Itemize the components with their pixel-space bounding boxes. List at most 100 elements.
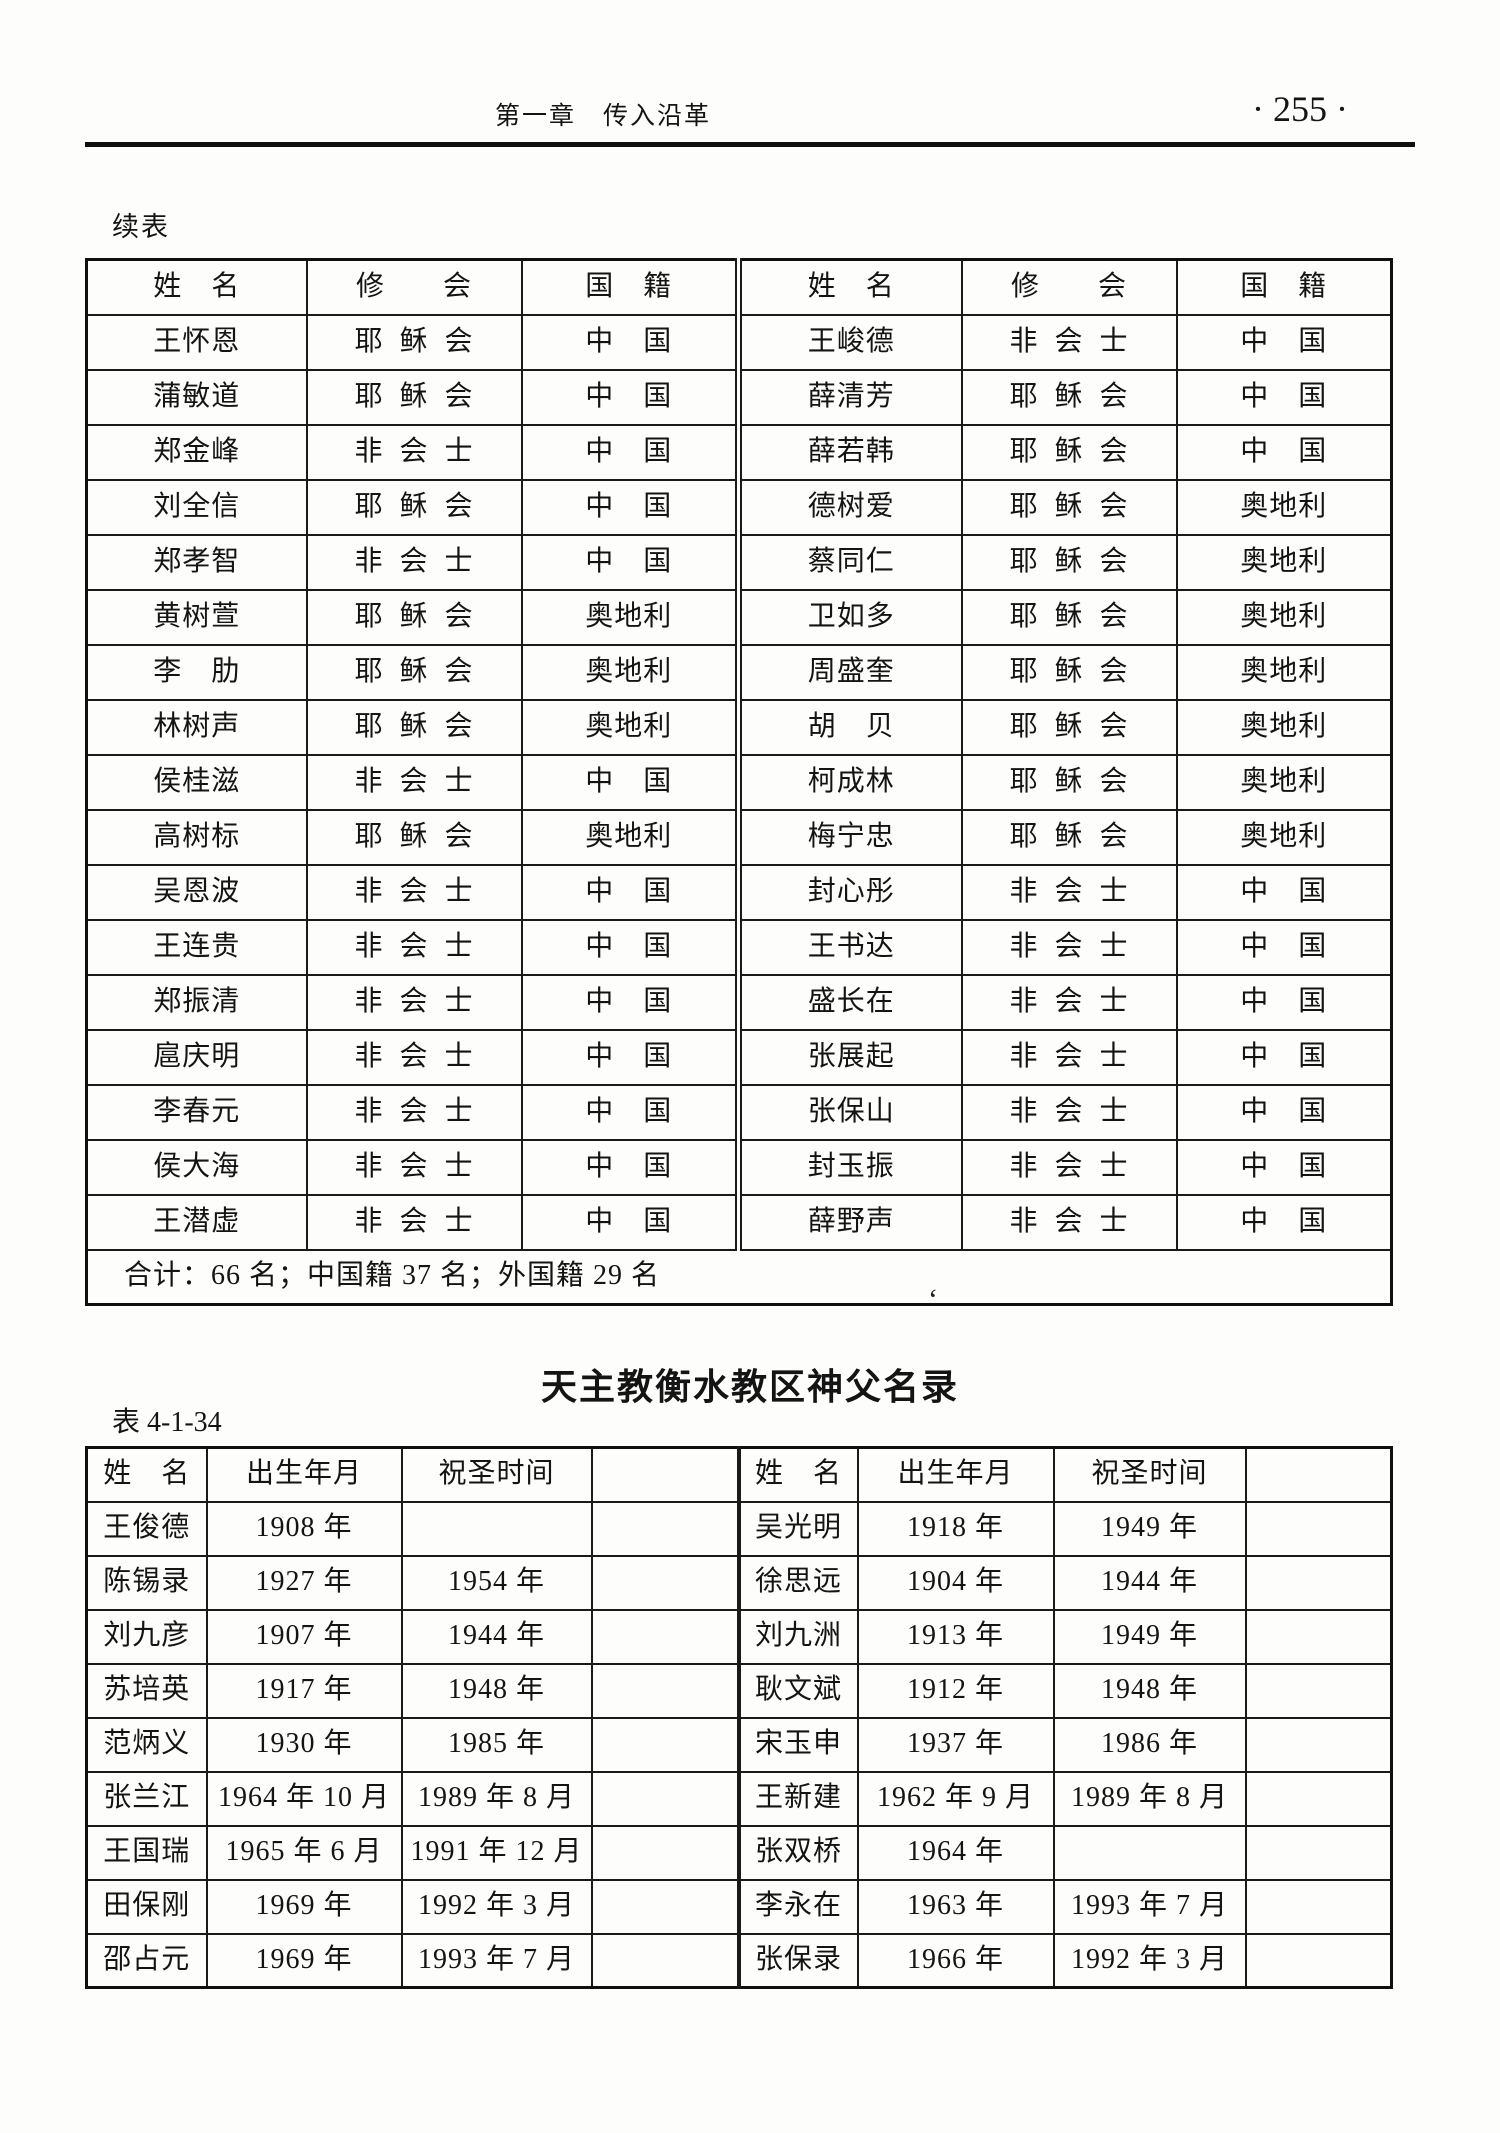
table1-summary-row: 合计：66 名；中国籍 37 名；外国籍 29 名: [85, 1248, 1393, 1306]
cell-birth: 1908 年: [205, 1500, 403, 1557]
cell-empty: [590, 1932, 740, 1989]
cell-nationality: 中 国: [520, 753, 740, 811]
cell-nationality: 奥地利: [520, 698, 740, 756]
table2-header-name-right: 姓 名: [736, 1446, 859, 1503]
cell-name: 卫如多: [735, 588, 963, 646]
table-row: 田保刚 1969 年 1992 年 3 月 李永在 1963 年 1993 年 7 月: [85, 1878, 1393, 1935]
cell-empty: [1244, 1554, 1393, 1611]
cell-ordained: [1052, 1824, 1247, 1881]
cell-name: 王新建: [736, 1770, 859, 1827]
cell-nationality: 中 国: [520, 423, 740, 481]
table-row: 王怀恩耶 稣 会中 国王峻德非 会 士中 国: [85, 313, 1393, 371]
cell-order: 非 会 士: [960, 918, 1178, 976]
cell-name: 田保刚: [85, 1878, 208, 1935]
cell-nationality: 中 国: [520, 1138, 740, 1196]
cell-name: 张双桥: [736, 1824, 859, 1881]
cell-nationality: 中 国: [520, 1083, 740, 1141]
cell-name: 梅宁忠: [735, 808, 963, 866]
cell-order: 非 会 士: [960, 863, 1178, 921]
cell-order: 非 会 士: [305, 753, 523, 811]
cell-birth: 1917 年: [205, 1662, 403, 1719]
cell-nationality: 奥地利: [1175, 643, 1393, 701]
table2-header-ordained-right: 祝圣时间: [1052, 1446, 1247, 1503]
cell-nationality: 中 国: [1175, 918, 1393, 976]
cell-name: 王国瑞: [85, 1824, 208, 1881]
table2-header-birth-left: 出生年月: [205, 1446, 403, 1503]
chapter-header: 第一章 传入沿革: [494, 103, 711, 130]
cell-birth: 1963 年: [856, 1878, 1055, 1935]
table2-header-name-left: 姓 名: [85, 1446, 208, 1503]
cell-order: 耶 稣 会: [960, 753, 1178, 811]
cell-nationality: 中 国: [1175, 1138, 1393, 1196]
cell-name: 张兰江: [85, 1770, 208, 1827]
cell-empty: [590, 1770, 740, 1827]
cell-order: 非 会 士: [305, 423, 523, 481]
cell-empty: [590, 1716, 740, 1773]
table-row: 范炳义 1930 年 1985 年 宋玉申 1937 年 1986 年: [85, 1716, 1393, 1773]
table-row: 李春元非 会 士中 国张保山非 会 士中 国: [85, 1083, 1393, 1141]
cell-name: 德树爱: [735, 478, 963, 536]
cell-name: 宋玉申: [736, 1716, 859, 1773]
cell-nationality: 中 国: [520, 313, 740, 371]
cell-nationality: 中 国: [1175, 313, 1393, 371]
cell-empty: [590, 1878, 740, 1935]
header-divider-rule: [85, 142, 1415, 147]
cell-empty: [1244, 1932, 1393, 1989]
cell-name: 刘九洲: [736, 1608, 859, 1665]
cell-nationality: 中 国: [520, 533, 740, 591]
cell-birth: 1904 年: [856, 1554, 1055, 1611]
cell-birth: 1965 年 6 月: [205, 1824, 403, 1881]
cell-nationality: 中 国: [520, 1193, 740, 1251]
cell-order: 非 会 士: [960, 973, 1178, 1031]
cell-nationality: 奥地利: [1175, 588, 1393, 646]
cell-name: 陈锡录: [85, 1554, 208, 1611]
cell-empty: [1244, 1500, 1393, 1557]
cell-order: 耶 稣 会: [960, 368, 1178, 426]
table1-header-order-right: 修 会: [960, 258, 1178, 316]
cell-order: 耶 稣 会: [305, 313, 523, 371]
table2-header-birth-right: 出生年月: [856, 1446, 1055, 1503]
table-row: 王连贵非 会 士中 国王书达非 会 士中 国: [85, 918, 1393, 976]
cell-nationality: 中 国: [1175, 863, 1393, 921]
cell-birth: 1969 年: [205, 1878, 403, 1935]
cell-nationality: 中 国: [520, 478, 740, 536]
cell-order: 非 会 士: [960, 1028, 1178, 1086]
cell-ordained: 1992 年 3 月: [400, 1878, 593, 1935]
table1-header-order-left: 修 会: [305, 258, 523, 316]
cell-name: 封玉振: [735, 1138, 963, 1196]
cell-empty: [1244, 1824, 1393, 1881]
cell-name: 胡 贝: [735, 698, 963, 756]
cell-name: 周盛奎: [735, 643, 963, 701]
cell-name: 黄树萱: [85, 588, 308, 646]
cell-name: 王俊德: [85, 1500, 208, 1557]
cell-nationality: 中 国: [1175, 973, 1393, 1031]
cell-name: 张展起: [735, 1028, 963, 1086]
cell-birth: 1937 年: [856, 1716, 1055, 1773]
cell-birth: 1962 年 9 月: [856, 1770, 1055, 1827]
cell-order: 非 会 士: [960, 313, 1178, 371]
cell-ordained: [400, 1500, 593, 1557]
cell-ordained: 1948 年: [400, 1662, 593, 1719]
cell-ordained: 1991 年 12 月: [400, 1824, 593, 1881]
table1-continued-label: 续表: [112, 212, 170, 242]
table-row: 蒲敏道耶 稣 会中 国薛清芳耶 稣 会中 国: [85, 368, 1393, 426]
cell-name: 吴恩波: [85, 863, 308, 921]
cell-order: 耶 稣 会: [305, 698, 523, 756]
cell-name: 郑金峰: [85, 423, 308, 481]
cell-name: 蒲敏道: [85, 368, 308, 426]
table-row: 黄树萱耶 稣 会奥地利 卫如多耶 稣 会奥地利: [85, 588, 1393, 646]
cell-order: 非 会 士: [305, 1028, 523, 1086]
cell-empty: [590, 1662, 740, 1719]
table1-header-name-right: 姓 名: [735, 258, 963, 316]
cell-empty: [1244, 1878, 1393, 1935]
table-row: 张兰江 1964 年 10 月 1989 年 8 月王新建 1962 年 9 月 198…: [85, 1770, 1393, 1827]
table2-header-row: 姓 名 出生年月 祝圣时间 姓 名 出生年月 祝圣时间: [85, 1446, 1393, 1503]
table1-header-name-left: 姓 名: [85, 258, 308, 316]
cell-empty: [590, 1554, 740, 1611]
cell-nationality: 奥地利: [1175, 698, 1393, 756]
cell-nationality: 奥地利: [520, 588, 740, 646]
cell-order: 非 会 士: [305, 918, 523, 976]
cell-order: 非 会 士: [305, 1138, 523, 1196]
cell-order: 非 会 士: [305, 1193, 523, 1251]
cell-name: 耿文斌: [736, 1662, 859, 1719]
